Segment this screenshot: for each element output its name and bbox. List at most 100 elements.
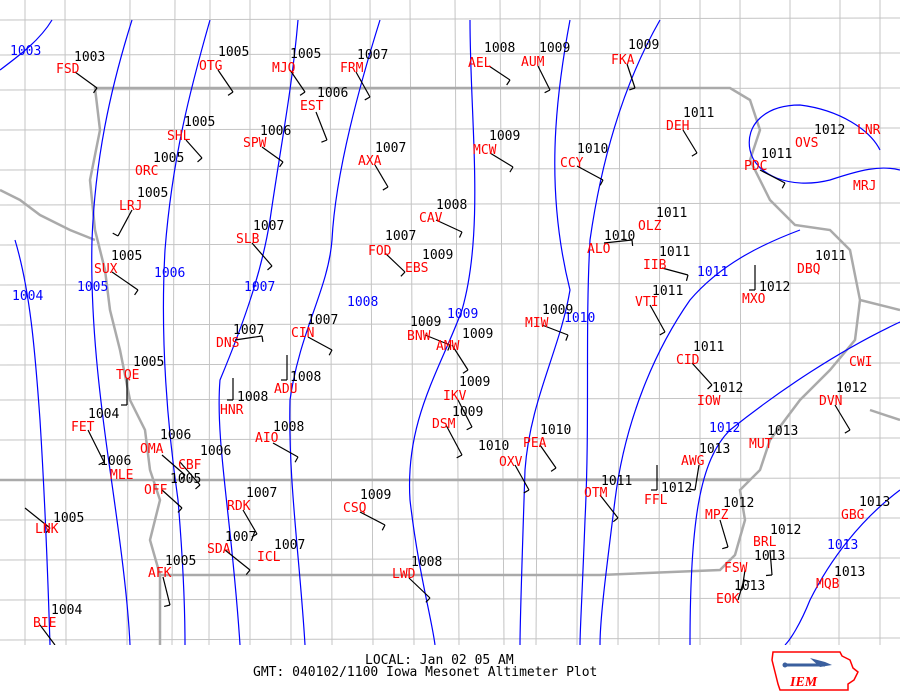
wind-barb-icon: [242, 509, 258, 538]
isobar-line: [689, 321, 900, 645]
station-id: VTI: [635, 295, 658, 310]
isobar-line: [0, 19, 53, 71]
wind-barb-icon: [488, 65, 511, 86]
isobar-label: 1011: [697, 265, 728, 280]
altimeter-value: 1009: [459, 375, 490, 390]
station-id: CAV: [419, 211, 443, 226]
altimeter-value: 1005: [184, 115, 215, 130]
wind-barb-icon: [74, 71, 98, 94]
wind-barb-icon: [445, 424, 463, 459]
wind-barb-icon: [541, 324, 569, 341]
wind-barb-icon: [374, 164, 389, 191]
station-id: GBG: [841, 508, 865, 523]
altimeter-value: 1006: [260, 124, 291, 139]
altimeter-value: 1008: [484, 41, 515, 56]
station-id: FOD: [368, 244, 392, 259]
station-id: CSQ: [343, 501, 367, 516]
state-boundaries: [0, 86, 900, 645]
station-id: ICL: [257, 550, 281, 565]
altimeter-value: 1007: [225, 530, 256, 545]
wind-barb-icon: [539, 444, 557, 472]
wind-barb-icon: [234, 335, 264, 343]
wind-barb-icon: [162, 576, 171, 608]
station-id: OTM: [584, 486, 608, 501]
station-lnr: LNR: [857, 123, 881, 138]
station-id: OVS: [795, 136, 818, 151]
altimeter-value: 1006: [317, 86, 348, 101]
altimeter-value: 1011: [683, 106, 714, 121]
wind-barb-icon: [315, 111, 328, 143]
wind-barb-icon: [39, 624, 56, 645]
station-id: MJQ: [272, 61, 296, 76]
wind-barb-icon: [408, 577, 431, 603]
altimeter-value: 1004: [88, 407, 119, 422]
wind-barb-icon: [384, 252, 406, 277]
station-id: PEA: [523, 436, 547, 451]
altimeter-value: 1005: [218, 45, 249, 60]
station-id: ALO: [587, 242, 611, 257]
wind-barb-icon: [307, 336, 333, 356]
altimeter-value: 1006: [160, 428, 191, 443]
altimeter-value: 1007: [274, 538, 305, 553]
station-id: MLE: [110, 468, 133, 483]
isobar-line: [162, 19, 211, 645]
altimeter-value: 1007: [375, 141, 406, 156]
wind-barb-icon: [759, 169, 786, 189]
altimeter-value: 1009: [410, 315, 441, 330]
altimeter-value: 1011: [761, 147, 792, 162]
station-id: CID: [676, 353, 700, 368]
station-id: CBF: [178, 458, 202, 473]
station-id: OLZ: [638, 219, 662, 234]
station-id: DVN: [819, 394, 842, 409]
isobar-label: 1003: [10, 44, 41, 59]
wind-barb-icon: [217, 69, 234, 96]
isobar-label: 1010: [564, 311, 595, 326]
altimeter-value: 1009: [539, 41, 570, 56]
altimeter-value: 1005: [165, 554, 196, 569]
altimeter-value: 1005: [133, 355, 164, 370]
station-id: OXV: [499, 455, 523, 470]
wind-barb-icon: [424, 334, 451, 351]
altimeter-value: 1009: [628, 38, 659, 53]
station-id: FET: [71, 420, 95, 435]
station-id: MUT: [749, 437, 773, 452]
altimeter-value: 1013: [734, 579, 765, 594]
station-id: FSD: [56, 62, 80, 77]
iem-logo: IEM: [771, 651, 859, 691]
station-cwi: CWI: [849, 355, 872, 370]
altimeter-value: 1007: [233, 323, 264, 338]
altimeter-value: 1003: [74, 50, 105, 65]
wind-barb-icon: [435, 219, 463, 238]
altimeter-value: 1007: [385, 229, 416, 244]
altimeter-value: 1008: [436, 198, 467, 213]
altimeter-value: 1008: [237, 390, 268, 405]
altimeter-value: 1009: [542, 303, 573, 318]
wind-barb-icon: [682, 129, 698, 157]
altimeter-value: 1010: [478, 439, 509, 454]
station-id: MXO: [742, 292, 766, 307]
altimeter-value: 1011: [656, 206, 687, 221]
station-id: TQE: [116, 368, 139, 383]
station-id: MPZ: [705, 508, 729, 523]
